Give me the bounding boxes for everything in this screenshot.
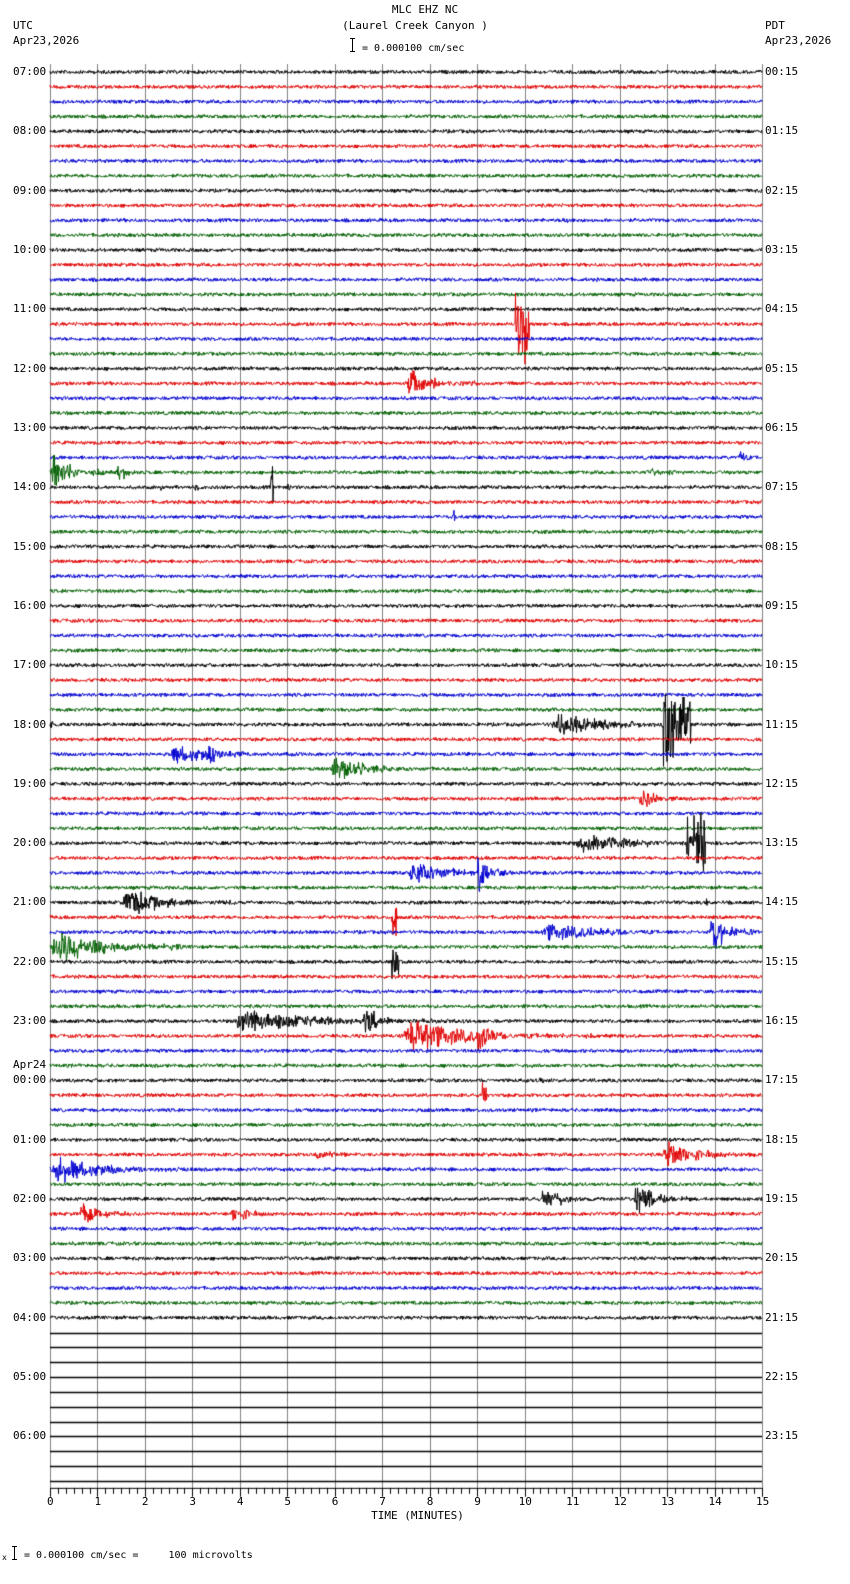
utc-hour-label: 04:00 [13,1310,47,1324]
x-tick-label: 2 [141,1494,149,1508]
x-tick-label: 1 [94,1494,102,1508]
footer-scale-bar-icon [12,1546,20,1560]
left-date: Apr23,2026 [13,34,80,47]
footer-prefix: x [2,1553,7,1562]
utc-hour-label: 02:00 [13,1192,47,1206]
utc-hour-label: 03:00 [13,1251,47,1265]
pdt-hour-label: 04:15 [765,302,799,316]
pdt-hour-label: 18:15 [765,1132,799,1146]
utc-hour-label: 00:00 [13,1073,47,1087]
utc-hour-label: 07:00 [13,65,47,78]
utc-hour-label: 09:00 [13,183,47,197]
x-tick-label: 7 [379,1494,386,1508]
x-axis-label: TIME (MINUTES) [371,1509,464,1522]
x-tick-label: 14 [708,1494,722,1508]
pdt-hour-label: 20:15 [765,1251,799,1265]
date-change-label: Apr24 [13,1058,47,1072]
pdt-hour-label: 23:15 [765,1429,799,1443]
x-tick-label: 3 [189,1494,197,1508]
x-tick-label: 13 [661,1494,675,1508]
pdt-hour-label: 22:15 [765,1370,799,1384]
utc-hour-label: 16:00 [13,598,47,612]
scale-text: = 0.000100 cm/sec [362,43,465,54]
utc-hour-label: 22:00 [13,954,47,968]
pdt-hour-label: 02:15 [765,183,799,197]
x-tick-label: 0 [47,1494,54,1508]
x-tick-label: 12 [613,1494,627,1508]
utc-hour-label: 05:00 [13,1370,47,1384]
pdt-hour-label: 13:15 [765,836,799,850]
utc-hour-label: 18:00 [13,717,47,731]
utc-hour-label: 10:00 [13,242,47,256]
utc-hour-label: 08:00 [13,124,47,138]
x-tick-label: 6 [331,1494,339,1508]
pdt-hour-label: 16:15 [765,1014,799,1028]
station-location: (Laurel Creek Canyon ) [342,19,488,32]
x-tick-label: 4 [236,1494,244,1508]
pdt-hour-label: 01:15 [765,124,799,138]
x-tick-label: 15 [756,1494,770,1508]
utc-hour-label: 13:00 [13,420,47,434]
pdt-hour-label: 10:15 [765,658,799,672]
scale-bar-icon [350,38,358,52]
pdt-hour-label: 15:15 [765,954,799,968]
station-title: MLC EHZ NC [391,3,459,16]
x-tick-label: 8 [426,1494,434,1508]
utc-hour-label: 14:00 [13,480,47,494]
pdt-hour-label: 00:15 [765,65,799,78]
pdt-hour-label: 21:15 [765,1310,799,1324]
utc-hour-label: 01:00 [13,1132,47,1146]
utc-hour-label: 20:00 [13,836,47,850]
utc-hour-label: 17:00 [13,658,47,672]
utc-hour-label: 15:00 [13,539,47,553]
pdt-hour-label: 14:15 [765,895,799,909]
x-tick-label: 10 [518,1494,532,1508]
utc-hour-label: 19:00 [13,776,47,790]
utc-hour-label: 06:00 [13,1429,47,1443]
left-timezone: UTC [13,19,33,32]
pdt-hour-label: 09:15 [765,598,799,612]
pdt-hour-label: 07:15 [765,480,799,494]
pdt-hour-label: 12:15 [765,776,799,790]
x-tick-label: 9 [474,1494,481,1508]
right-timezone: PDT [765,19,785,32]
pdt-hour-label: 06:15 [765,420,799,434]
pdt-hour-label: 08:15 [765,539,799,553]
pdt-hour-label: 05:15 [765,361,799,375]
utc-hour-label: 23:00 [13,1014,47,1028]
utc-hour-label: 21:00 [13,895,47,909]
pdt-hour-label: 19:15 [765,1192,799,1206]
footer-scale-note: = 0.000100 cm/sec = 100 microvolts [24,1550,253,1561]
utc-hour-label: 11:00 [13,302,47,316]
pdt-hour-label: 17:15 [765,1073,799,1087]
x-tick-label: 5 [284,1494,291,1508]
pdt-hour-label: 03:15 [765,242,799,256]
x-tick-label: 11 [566,1494,580,1508]
pdt-hour-label: 11:15 [765,717,799,731]
right-date: Apr23,2026 [765,34,832,47]
utc-hour-label: 12:00 [13,361,47,375]
